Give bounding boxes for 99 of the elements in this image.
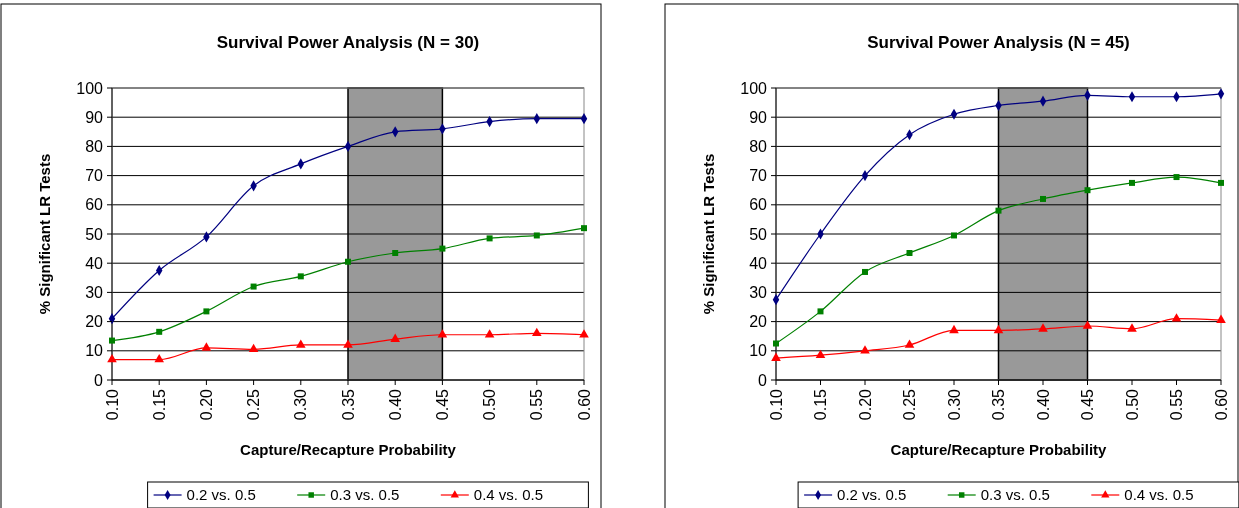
- point: [579, 329, 589, 338]
- x-tick-label: 0.15: [150, 388, 168, 421]
- point: [862, 268, 868, 275]
- y-tick-label: 80: [749, 138, 768, 155]
- y-tick-label: 20: [85, 313, 104, 331]
- point: [815, 349, 826, 358]
- x-tick-label: 0.55: [528, 388, 546, 421]
- point: [951, 232, 957, 239]
- y-tick-label: 50: [749, 225, 768, 243]
- x-tick-label: 0.50: [1123, 388, 1141, 421]
- point: [248, 343, 259, 353]
- legend-label: 0.3 vs. 0.5: [980, 486, 1050, 504]
- x-tick-label: 0.40: [386, 388, 404, 421]
- y-tick-label: 60: [749, 196, 768, 214]
- x-tick-label: 0.35: [990, 388, 1008, 421]
- legend-label: 0.4 vs. 0.5: [1124, 486, 1194, 504]
- point: [345, 258, 351, 265]
- chart-title: Survival Power Analysis (N = 45): [867, 33, 1130, 52]
- point: [817, 308, 824, 315]
- x-tick-label: 0.25: [901, 388, 919, 421]
- y-tick-label: 20: [749, 313, 768, 331]
- point: [107, 354, 117, 363]
- x-tick-label: 0.30: [945, 388, 963, 421]
- y-tick-label: 40: [749, 254, 768, 272]
- y-axis-title: % Significant LR Tests: [36, 153, 53, 315]
- y-tick-label: 30: [85, 284, 104, 301]
- y-tick-label: 10: [749, 342, 768, 360]
- x-tick-label: 0.50: [481, 388, 499, 421]
- point: [343, 339, 353, 348]
- point: [904, 339, 915, 348]
- y-tick-label: 80: [85, 138, 104, 155]
- point: [154, 354, 165, 363]
- point: [906, 249, 913, 256]
- point: [1038, 323, 1048, 332]
- y-tick-label: 40: [85, 254, 104, 272]
- point: [993, 324, 1004, 334]
- y-tick-label: 0: [758, 371, 768, 389]
- point: [250, 283, 257, 290]
- legend-label: 0.4 vs. 0.5: [473, 486, 544, 504]
- y-tick-label: 90: [85, 108, 104, 126]
- x-tick-label: 0.10: [767, 388, 785, 421]
- point: [392, 249, 399, 256]
- x-tick-label: 0.20: [198, 388, 215, 421]
- point: [484, 329, 495, 338]
- point: [1216, 314, 1226, 323]
- point: [109, 337, 115, 344]
- point: [390, 333, 401, 342]
- y-axis-title: % Significant LR Tests: [700, 153, 717, 315]
- legend-label: 0.3 vs. 0.5: [330, 486, 400, 504]
- x-tick-label: 0.30: [292, 388, 310, 421]
- point: [439, 245, 446, 252]
- y-tick-label: 90: [749, 108, 768, 126]
- point: [773, 340, 779, 347]
- x-tick-label: 0.25: [245, 388, 263, 421]
- x-tick-label: 0.60: [1212, 388, 1230, 421]
- x-tick-label: 0.20: [856, 388, 874, 421]
- x-tick-label: 0.45: [434, 388, 451, 421]
- legend-label: 0.2 vs. 0.5: [186, 486, 256, 504]
- point: [201, 342, 212, 351]
- point: [156, 328, 163, 335]
- x-axis-title: Capture/Recapture Probability: [890, 441, 1108, 458]
- point: [533, 232, 540, 239]
- point: [1173, 174, 1180, 181]
- point: [297, 273, 304, 280]
- y-tick-label: 70: [749, 167, 768, 185]
- point: [531, 327, 542, 337]
- point: [1129, 179, 1135, 186]
- point: [581, 225, 587, 232]
- y-tick-label: 30: [749, 284, 768, 301]
- point: [1084, 187, 1091, 194]
- chart-title: Survival Power Analysis (N = 30): [216, 33, 480, 52]
- y-tick-label: 60: [85, 196, 104, 214]
- point: [1082, 320, 1093, 329]
- x-tick-label: 0.15: [812, 388, 830, 421]
- point: [203, 308, 210, 315]
- point: [1218, 179, 1224, 186]
- point: [1127, 323, 1137, 332]
- point: [295, 339, 306, 348]
- x-tick-label: 0.45: [1079, 388, 1097, 421]
- y-tick-label: 100: [76, 79, 104, 97]
- point: [1040, 195, 1046, 202]
- x-tick-label: 0.40: [1034, 388, 1052, 421]
- point: [437, 329, 448, 338]
- x-axis-title: Capture/Recapture Probability: [240, 441, 457, 458]
- x-tick-label: 0.10: [103, 388, 121, 421]
- y-tick-label: 0: [94, 371, 104, 389]
- y-tick-label: 50: [85, 225, 104, 243]
- y-tick-label: 10: [85, 342, 104, 360]
- x-tick-label: 0.35: [339, 388, 357, 421]
- point: [995, 207, 1002, 214]
- y-tick-label: 70: [85, 167, 104, 185]
- point: [949, 324, 959, 334]
- x-tick-label: 0.60: [575, 388, 593, 421]
- x-tick-label: 0.55: [1168, 388, 1186, 421]
- point: [1171, 313, 1182, 322]
- point: [860, 345, 870, 354]
- point: [486, 235, 493, 242]
- legend-label: 0.2 vs. 0.5: [837, 486, 907, 504]
- y-tick-label: 100: [740, 79, 768, 97]
